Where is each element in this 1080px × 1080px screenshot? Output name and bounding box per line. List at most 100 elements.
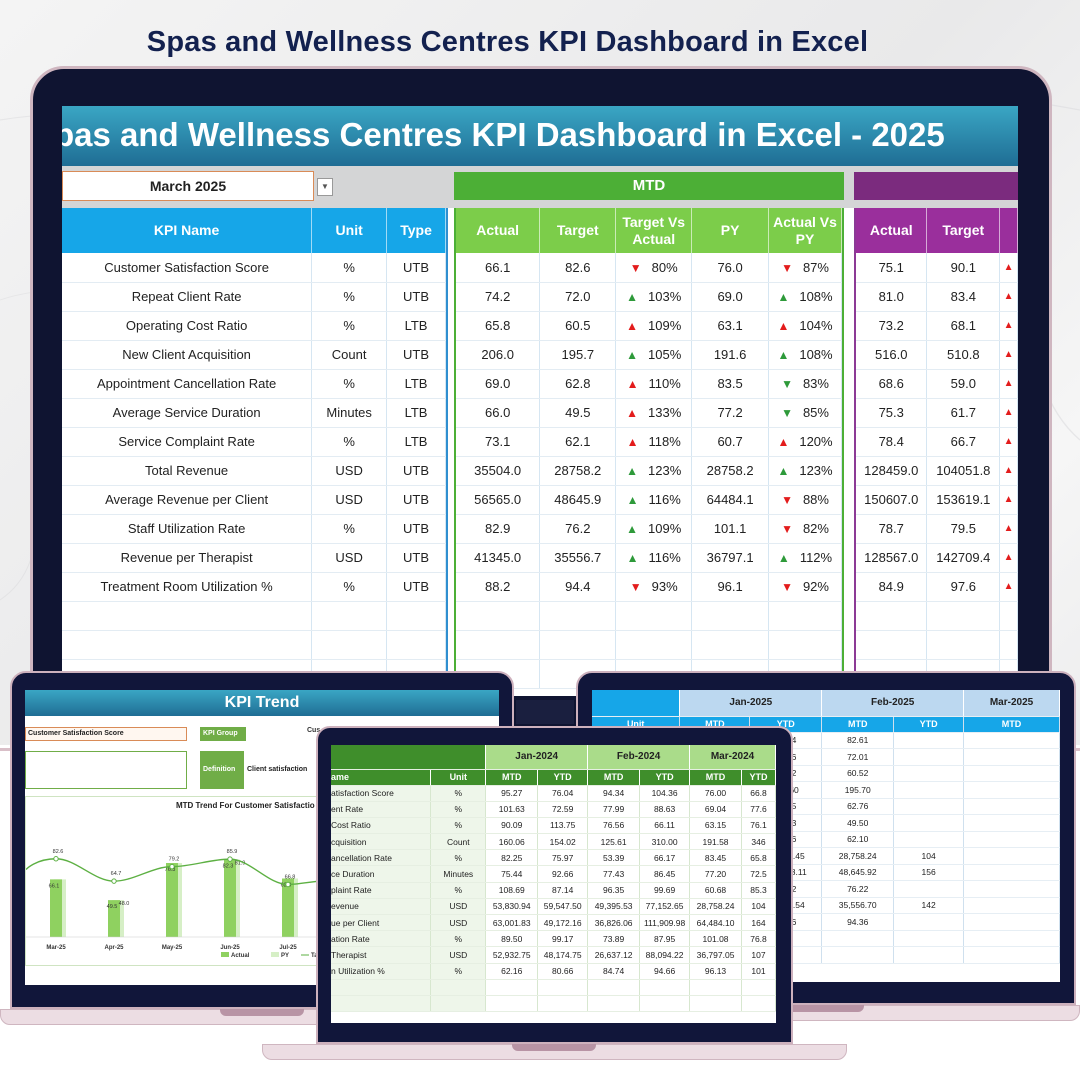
- mtd-py-cell: 191.6: [691, 340, 770, 370]
- ytd-actual-cell: 128459.0: [856, 456, 928, 486]
- unit-cell: %: [430, 882, 487, 899]
- mtd-target-cell: 28758.2: [539, 456, 617, 486]
- value-cell: 66.8: [741, 785, 776, 802]
- value-cell: 89.50: [485, 930, 539, 948]
- table-row: 78.4 66.7 ▲: [856, 427, 1018, 457]
- kpi-name-cell: Service Complaint Rate: [62, 427, 313, 457]
- target-marker: [169, 863, 175, 870]
- sub-header: MTD: [821, 716, 895, 733]
- sub-header: YTD: [741, 769, 776, 786]
- ytd-section-label: [854, 172, 1018, 200]
- value-cell: 104: [893, 847, 965, 865]
- kpi-name-cell: Average Revenue per Client: [62, 485, 313, 515]
- sub-header: MTD: [587, 769, 641, 786]
- mtd-target-cell: 76.2: [539, 514, 617, 544]
- table-row: 68.6 59.0 ▲: [856, 369, 1018, 399]
- mtd-py-cell: 36797.1: [691, 543, 770, 573]
- ytd-target-cell: 104051.8: [926, 456, 1001, 486]
- kpi-name-cell: Operating Cost Ratio: [62, 311, 313, 341]
- unit-cell: %: [311, 369, 388, 399]
- table-row: Total Revenue USD UTB: [62, 456, 446, 486]
- mtd-py-cell: 76.0: [691, 253, 770, 283]
- mtd-avp-cell: ▼ 82%: [768, 514, 842, 544]
- sub-header: YTD: [639, 769, 691, 786]
- kpi-name-cell: ce Duration: [331, 865, 432, 883]
- mtd-avp-cell: ▲ 112%: [768, 543, 842, 573]
- table-row: 75.1 90.1 ▲: [856, 253, 1018, 283]
- value-cell: 49,395.53: [587, 898, 641, 916]
- month-header: Jan-2025: [679, 690, 823, 717]
- ytd-extra-cell: ▲: [999, 456, 1018, 486]
- value-cell: [963, 732, 1060, 749]
- empty-cell: [587, 979, 641, 996]
- empty-row: [62, 630, 446, 660]
- kpi-group-label: KPI Group: [200, 727, 246, 741]
- ytd-target-cell: 90.1: [926, 253, 1001, 283]
- table-row: Average Service Duration Minutes LTB: [62, 398, 446, 428]
- mtd-avp-cell: ▼ 87%: [768, 253, 842, 283]
- mtd-actual-cell: 41345.0: [456, 543, 541, 573]
- value-cell: 53.39: [587, 849, 641, 867]
- sub-header: MTD: [689, 769, 742, 786]
- value-cell: 62.16: [485, 963, 539, 980]
- kpi-name-header: KPI Name: [62, 208, 313, 253]
- ytd-target-cell: 142709.4: [926, 543, 1001, 573]
- red-up-arrow-icon: ▲: [626, 377, 639, 391]
- ytd-actual-cell: 78.4: [856, 427, 928, 457]
- unit-cell: Minutes: [430, 865, 487, 883]
- value-cell: 60.52: [821, 765, 895, 782]
- value-cell: 99.17: [537, 930, 589, 948]
- mtd-avp-cell: ▲ 108%: [768, 282, 842, 312]
- data-label: 82.6: [53, 849, 64, 855]
- value-cell: 101: [741, 963, 776, 980]
- empty-cell: [331, 979, 432, 996]
- ytd-extra-cell: ▲: [999, 311, 1018, 341]
- mtd-tva-cell: ▼ 80%: [615, 253, 693, 283]
- empty-cell: [311, 630, 388, 660]
- mtd-section-label: MTD: [454, 172, 844, 200]
- value-cell: [893, 765, 965, 782]
- empty-cell: [539, 630, 617, 660]
- mtd-avp-header: Actual Vs PY: [768, 208, 842, 253]
- empty-cell: [741, 995, 776, 1013]
- value-cell: 191.58: [689, 833, 742, 851]
- kpi-name-cell: atisfaction Score: [331, 785, 432, 802]
- table-row: Revenue per Therapist USD UTB: [62, 543, 446, 573]
- value-cell: 72.5: [741, 865, 776, 883]
- table-row: 150607.0 153619.1 ▲: [856, 485, 1018, 515]
- red-up-arrow-icon: ▲: [777, 435, 790, 449]
- mtd-py-cell: 69.0: [691, 282, 770, 312]
- avp-value: 85%: [802, 405, 829, 420]
- value-cell: 86.45: [639, 865, 691, 883]
- month-select[interactable]: March 2025: [62, 171, 314, 201]
- mtd-actual-cell: 82.9: [456, 514, 541, 544]
- value-cell: 76.22: [821, 880, 895, 898]
- empty-row: [331, 995, 776, 1013]
- value-cell: 87.14: [537, 882, 589, 899]
- value-cell: [893, 781, 965, 799]
- mtd-tva-cell: ▲ 109%: [615, 514, 693, 544]
- table-row: Treatment Room Utilization %% UTB: [62, 572, 446, 602]
- mtd-target-cell: 72.0: [539, 282, 617, 312]
- value-cell: 28,758.24: [821, 847, 895, 865]
- kpi-formula-box: [25, 751, 187, 789]
- actual-bar: [166, 863, 178, 937]
- value-cell: 346: [741, 833, 776, 851]
- mtd-target-cell: 60.5: [539, 311, 617, 341]
- value-cell: 101.08: [689, 930, 742, 948]
- sub-header: MTD: [963, 716, 1060, 733]
- empty-cell: [485, 979, 539, 996]
- empty-cell: [485, 995, 539, 1013]
- target-line: [26, 858, 499, 886]
- table-row: 516.0 510.8 ▲: [856, 340, 1018, 370]
- monitor-stand: [516, 700, 574, 724]
- value-cell: 76.00: [689, 785, 742, 802]
- value-cell: 125.61: [587, 833, 641, 851]
- main-dashboard-screen: pas and Wellness Centres KPI Dashboard i…: [62, 106, 1018, 696]
- empty-cell: [537, 979, 589, 996]
- value-cell: 87.95: [639, 930, 691, 948]
- value-cell: 99.69: [639, 882, 691, 899]
- value-cell: 28,758.24: [689, 898, 742, 916]
- chevron-down-icon[interactable]: ▼: [317, 178, 333, 196]
- kpi-select[interactable]: Customer Satisfaction Score: [25, 727, 187, 741]
